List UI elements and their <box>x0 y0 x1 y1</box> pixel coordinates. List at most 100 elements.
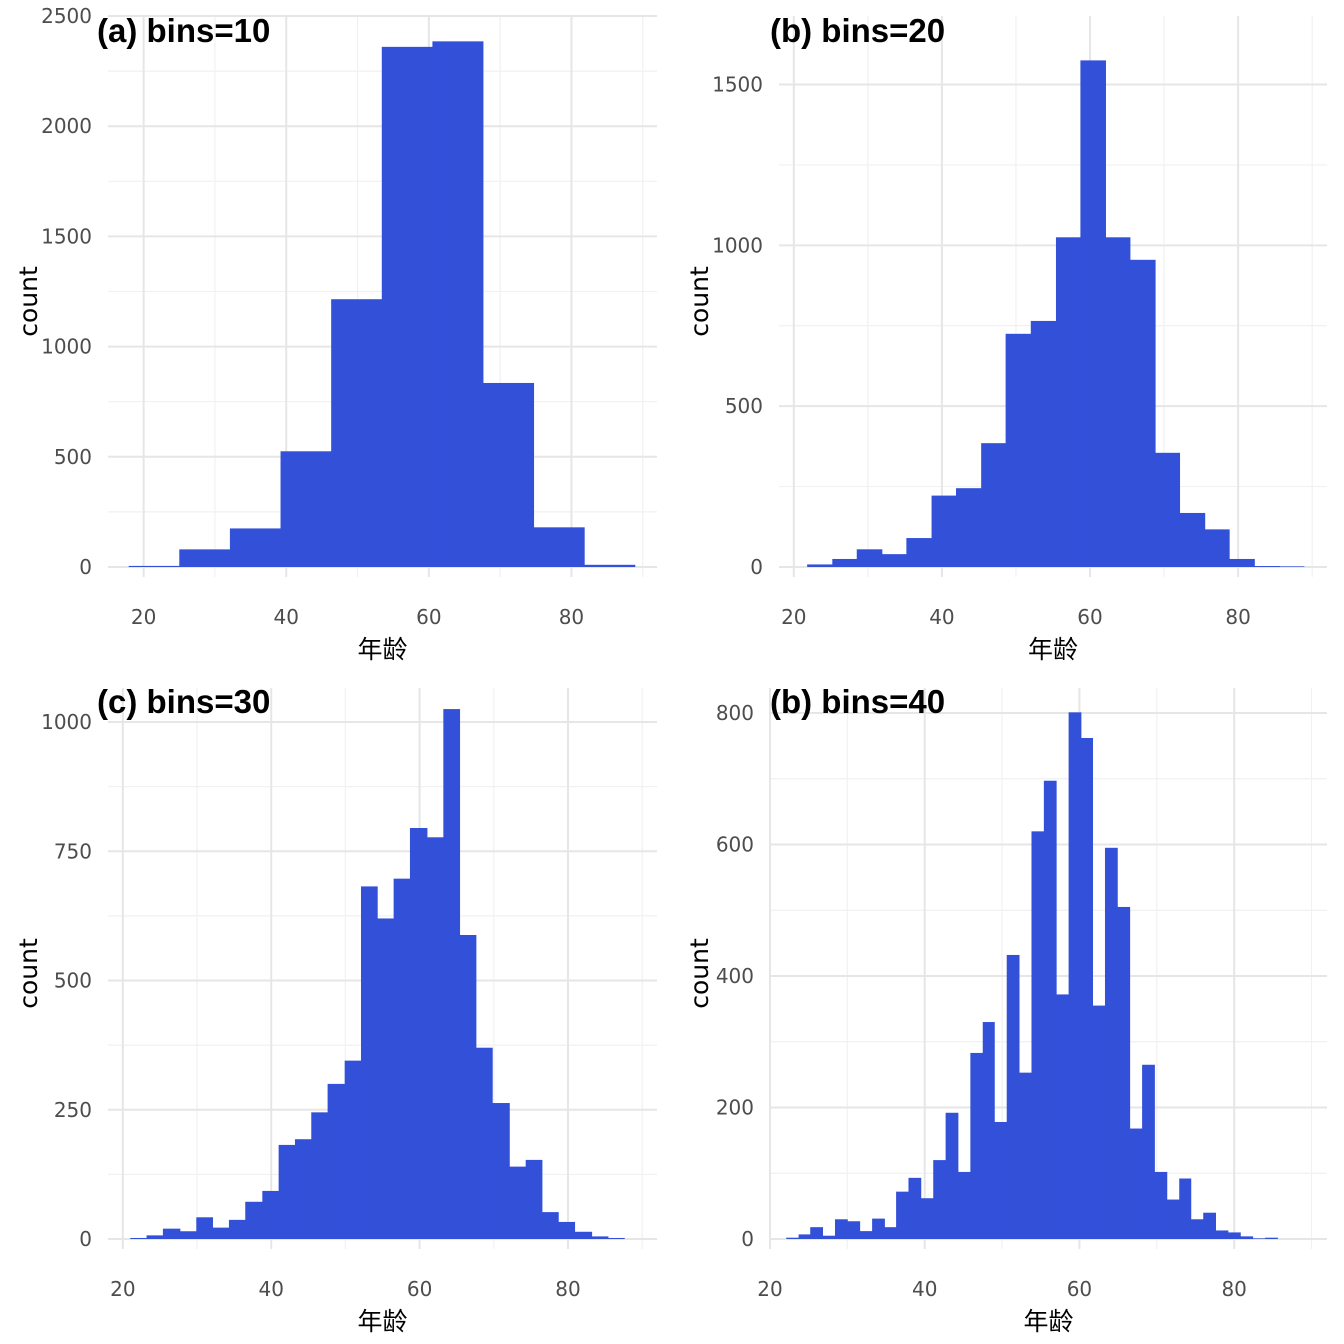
histogram-bar <box>982 1022 995 1239</box>
y-axis-title: count <box>685 266 714 337</box>
histogram-bar <box>245 1201 263 1239</box>
x-axis-title: 年龄 <box>1023 1307 1073 1336</box>
histogram-bar <box>1252 1238 1266 1239</box>
histogram-bar <box>798 1234 811 1239</box>
histogram-bar <box>1155 452 1181 567</box>
histogram-bar <box>146 1235 164 1239</box>
histogram-bar <box>542 1212 559 1239</box>
histogram-bar <box>1203 1212 1216 1239</box>
histogram-bar <box>1056 994 1070 1239</box>
histogram-bar <box>1031 831 1045 1239</box>
y-tick-label: 200 <box>716 1096 754 1120</box>
histogram-bar <box>228 1219 246 1239</box>
histogram-bar <box>1080 737 1093 1239</box>
x-tick-label: 60 <box>1067 1277 1092 1301</box>
y-tick-label: 0 <box>750 555 763 579</box>
histogram-bar <box>1019 1072 1032 1239</box>
histogram-bar <box>1190 1219 1204 1239</box>
histogram-bar <box>381 46 433 567</box>
histogram-bar <box>906 538 932 567</box>
histogram-bar <box>957 1171 971 1239</box>
histogram-bar <box>229 528 281 567</box>
histogram-bar <box>847 1221 861 1239</box>
histogram-bar <box>1030 320 1057 567</box>
histogram-bar <box>1179 1178 1192 1239</box>
x-tick-label: 80 <box>1221 1277 1246 1301</box>
histogram-bar <box>262 1190 280 1239</box>
y-tick-label: 800 <box>716 701 754 725</box>
histogram-bar <box>994 1121 1008 1239</box>
histogram-bar <box>945 1112 959 1239</box>
x-tick-label: 40 <box>929 605 954 629</box>
histogram-bar <box>1227 1232 1241 1239</box>
x-tick-label: 80 <box>559 605 584 629</box>
histogram-bar <box>1254 566 1281 567</box>
x-axis-title: 年龄 <box>357 635 407 664</box>
histogram-bar <box>920 1198 934 1239</box>
y-tick-label: 1000 <box>41 335 92 359</box>
x-tick-label: 40 <box>274 605 299 629</box>
histogram-bar <box>981 443 1007 567</box>
y-tick-label: 750 <box>54 839 92 863</box>
x-tick-label: 40 <box>912 1277 937 1301</box>
histogram-bar <box>584 564 636 567</box>
histogram-bar <box>344 1060 362 1239</box>
x-tick-label: 80 <box>1225 605 1250 629</box>
histogram-bar <box>525 1159 543 1239</box>
x-tick-label: 80 <box>555 1277 580 1301</box>
histogram-bar <box>832 558 858 567</box>
histogram-bar <box>128 565 180 567</box>
histogram-bar <box>1104 847 1118 1239</box>
histogram-bar <box>1204 529 1230 567</box>
y-axis-title: count <box>14 938 43 1009</box>
histogram-bar <box>1129 1128 1143 1239</box>
panel-title: (b) bins=20 <box>770 12 945 49</box>
histogram-bar <box>786 1237 800 1239</box>
y-axis-title: count <box>685 938 714 1009</box>
histogram-bar <box>896 1191 909 1239</box>
x-tick-label: 20 <box>781 605 806 629</box>
histogram-bar <box>196 1217 214 1239</box>
y-tick-label: 0 <box>79 1227 92 1251</box>
x-tick-label: 20 <box>131 605 156 629</box>
x-tick-label: 60 <box>407 1277 432 1301</box>
histogram-bar <box>427 837 444 1239</box>
y-tick-label: 500 <box>54 445 92 469</box>
histogram-bar <box>1166 1199 1180 1239</box>
histogram-bar <box>179 1231 197 1239</box>
histogram-bar <box>409 827 428 1239</box>
histogram-bar <box>1142 1064 1155 1239</box>
histogram-bar <box>393 878 411 1239</box>
histogram-bar <box>1006 954 1020 1239</box>
histogram-bar <box>1154 1171 1168 1239</box>
panel-title: (b) bins=40 <box>770 683 945 720</box>
y-tick-label: 500 <box>54 969 92 993</box>
histogram-panel-3: 20 40 60 80 0 250 500 750 1000 年龄 count (c) bins=30 <box>14 683 657 1336</box>
histogram-bar <box>311 1112 328 1239</box>
histogram-bar <box>1117 906 1131 1239</box>
histogram-bar <box>459 935 477 1239</box>
histogram-bar <box>509 1166 527 1239</box>
y-tick-label: 1500 <box>41 224 92 248</box>
y-tick-label: 400 <box>716 964 754 988</box>
histogram-bar <box>859 1231 873 1239</box>
y-tick-label: 0 <box>741 1227 754 1251</box>
histogram-bar <box>1215 1230 1229 1239</box>
histogram-bar <box>1043 780 1057 1239</box>
x-tick-label: 60 <box>416 605 441 629</box>
histogram-bar <box>872 1218 885 1239</box>
histogram-bar <box>822 1235 836 1239</box>
x-axis-title: 年龄 <box>1028 635 1078 664</box>
histogram-bar <box>1179 512 1206 567</box>
histogram-bar <box>179 549 231 567</box>
histogram-bar <box>443 709 461 1239</box>
histogram-bar <box>483 382 535 567</box>
x-tick-label: 20 <box>110 1277 135 1301</box>
histogram-bar <box>834 1219 848 1239</box>
histogram-bar <box>360 886 378 1239</box>
y-tick-label: 2500 <box>41 4 92 28</box>
histogram-bar <box>1105 237 1131 567</box>
histogram-bar <box>970 1052 984 1239</box>
